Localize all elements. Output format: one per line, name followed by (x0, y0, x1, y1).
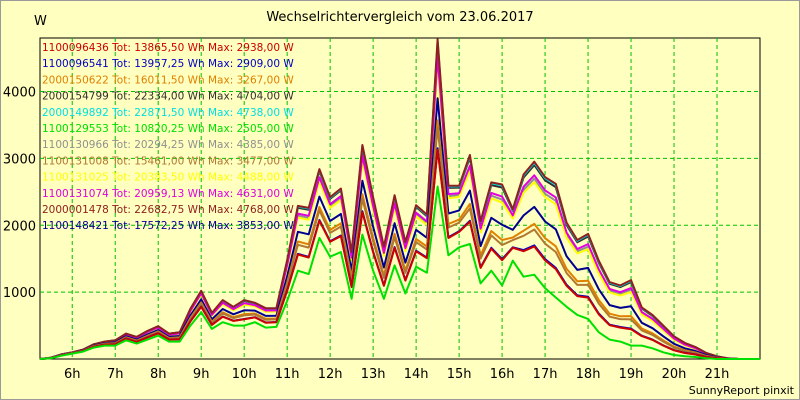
series-line-1100131008 (39, 126, 760, 360)
x-tick-label: 19h (619, 367, 644, 382)
x-tick-label: 21h (705, 367, 730, 382)
x-tick-label: 8h (150, 367, 167, 382)
series-line-1100096436 (39, 148, 760, 360)
footer-credit: SunnyReport pinxit (688, 384, 794, 397)
x-tick-label: 10h (232, 367, 257, 382)
legend-entry-1100148421: 1100148421 Tot: 17572,25 Wh Max: 3853,00… (42, 220, 294, 232)
x-tick-label: 11h (275, 367, 300, 382)
x-tick-label: 13h (361, 367, 386, 382)
y-tick-label: 1000 (3, 286, 36, 301)
legend-entry-2000001478: 2000001478 Tot: 22682,75 Wh Max: 4768,00… (42, 204, 294, 216)
legend-entry-2000150622: 2000150622 Tot: 16011,50 Wh Max: 3267,00… (42, 74, 294, 86)
y-tick-label: 4000 (3, 86, 36, 101)
x-tick-label: 7h (107, 367, 124, 382)
y-axis-unit: W (34, 14, 47, 29)
legend-entry-1100131008: 1100131008 Tot: 15461,00 Wh Max: 3477,00… (42, 155, 294, 167)
legend-entry-1100131074: 1100131074 Tot: 20959,13 Wh Max: 4631,00… (42, 188, 294, 200)
x-tick-label: 6h (64, 367, 81, 382)
legend-entry-1100131025: 1100131025 Tot: 20383,50 Wh Max: 4488,00… (42, 172, 294, 184)
series-line-1100148421 (39, 97, 760, 360)
legend-entry-2000154799: 2000154799 Tot: 22334,00 Wh Max: 4704,00… (42, 91, 294, 103)
x-tick-label: 15h (447, 367, 472, 382)
y-tick-label: 2000 (3, 219, 36, 234)
legend-entry-1100129553: 1100129553 Tot: 10820,25 Wh Max: 2505,00… (42, 123, 294, 135)
y-tick-label: 3000 (3, 152, 36, 167)
legend-entry-1100096436: 1100096436 Tot: 13865,50 Wh Max: 2938,00… (42, 42, 294, 54)
legend-entry-2000149892: 2000149892 Tot: 22871,50 Wh Max: 4738,00… (42, 107, 294, 119)
legend-entry-1100096541: 1100096541 Tot: 13957,25 Wh Max: 2909,00… (42, 58, 294, 70)
series-line-2000001478 (39, 38, 760, 360)
x-tick-label: 14h (404, 367, 429, 382)
x-tick-label: 17h (533, 367, 558, 382)
x-tick-label: 20h (662, 367, 687, 382)
x-tick-label: 18h (576, 367, 601, 382)
x-tick-label: 16h (490, 367, 515, 382)
x-tick-label: 9h (193, 367, 210, 382)
x-tick-label: 12h (318, 367, 343, 382)
legend-entry-1100130966: 1100130966 Tot: 20294,25 Wh Max: 4385,00… (42, 139, 294, 151)
chart-title: Wechselrichtervergleich vom 23.06.2017 (266, 10, 534, 25)
series-line-1100129553 (39, 185, 760, 360)
